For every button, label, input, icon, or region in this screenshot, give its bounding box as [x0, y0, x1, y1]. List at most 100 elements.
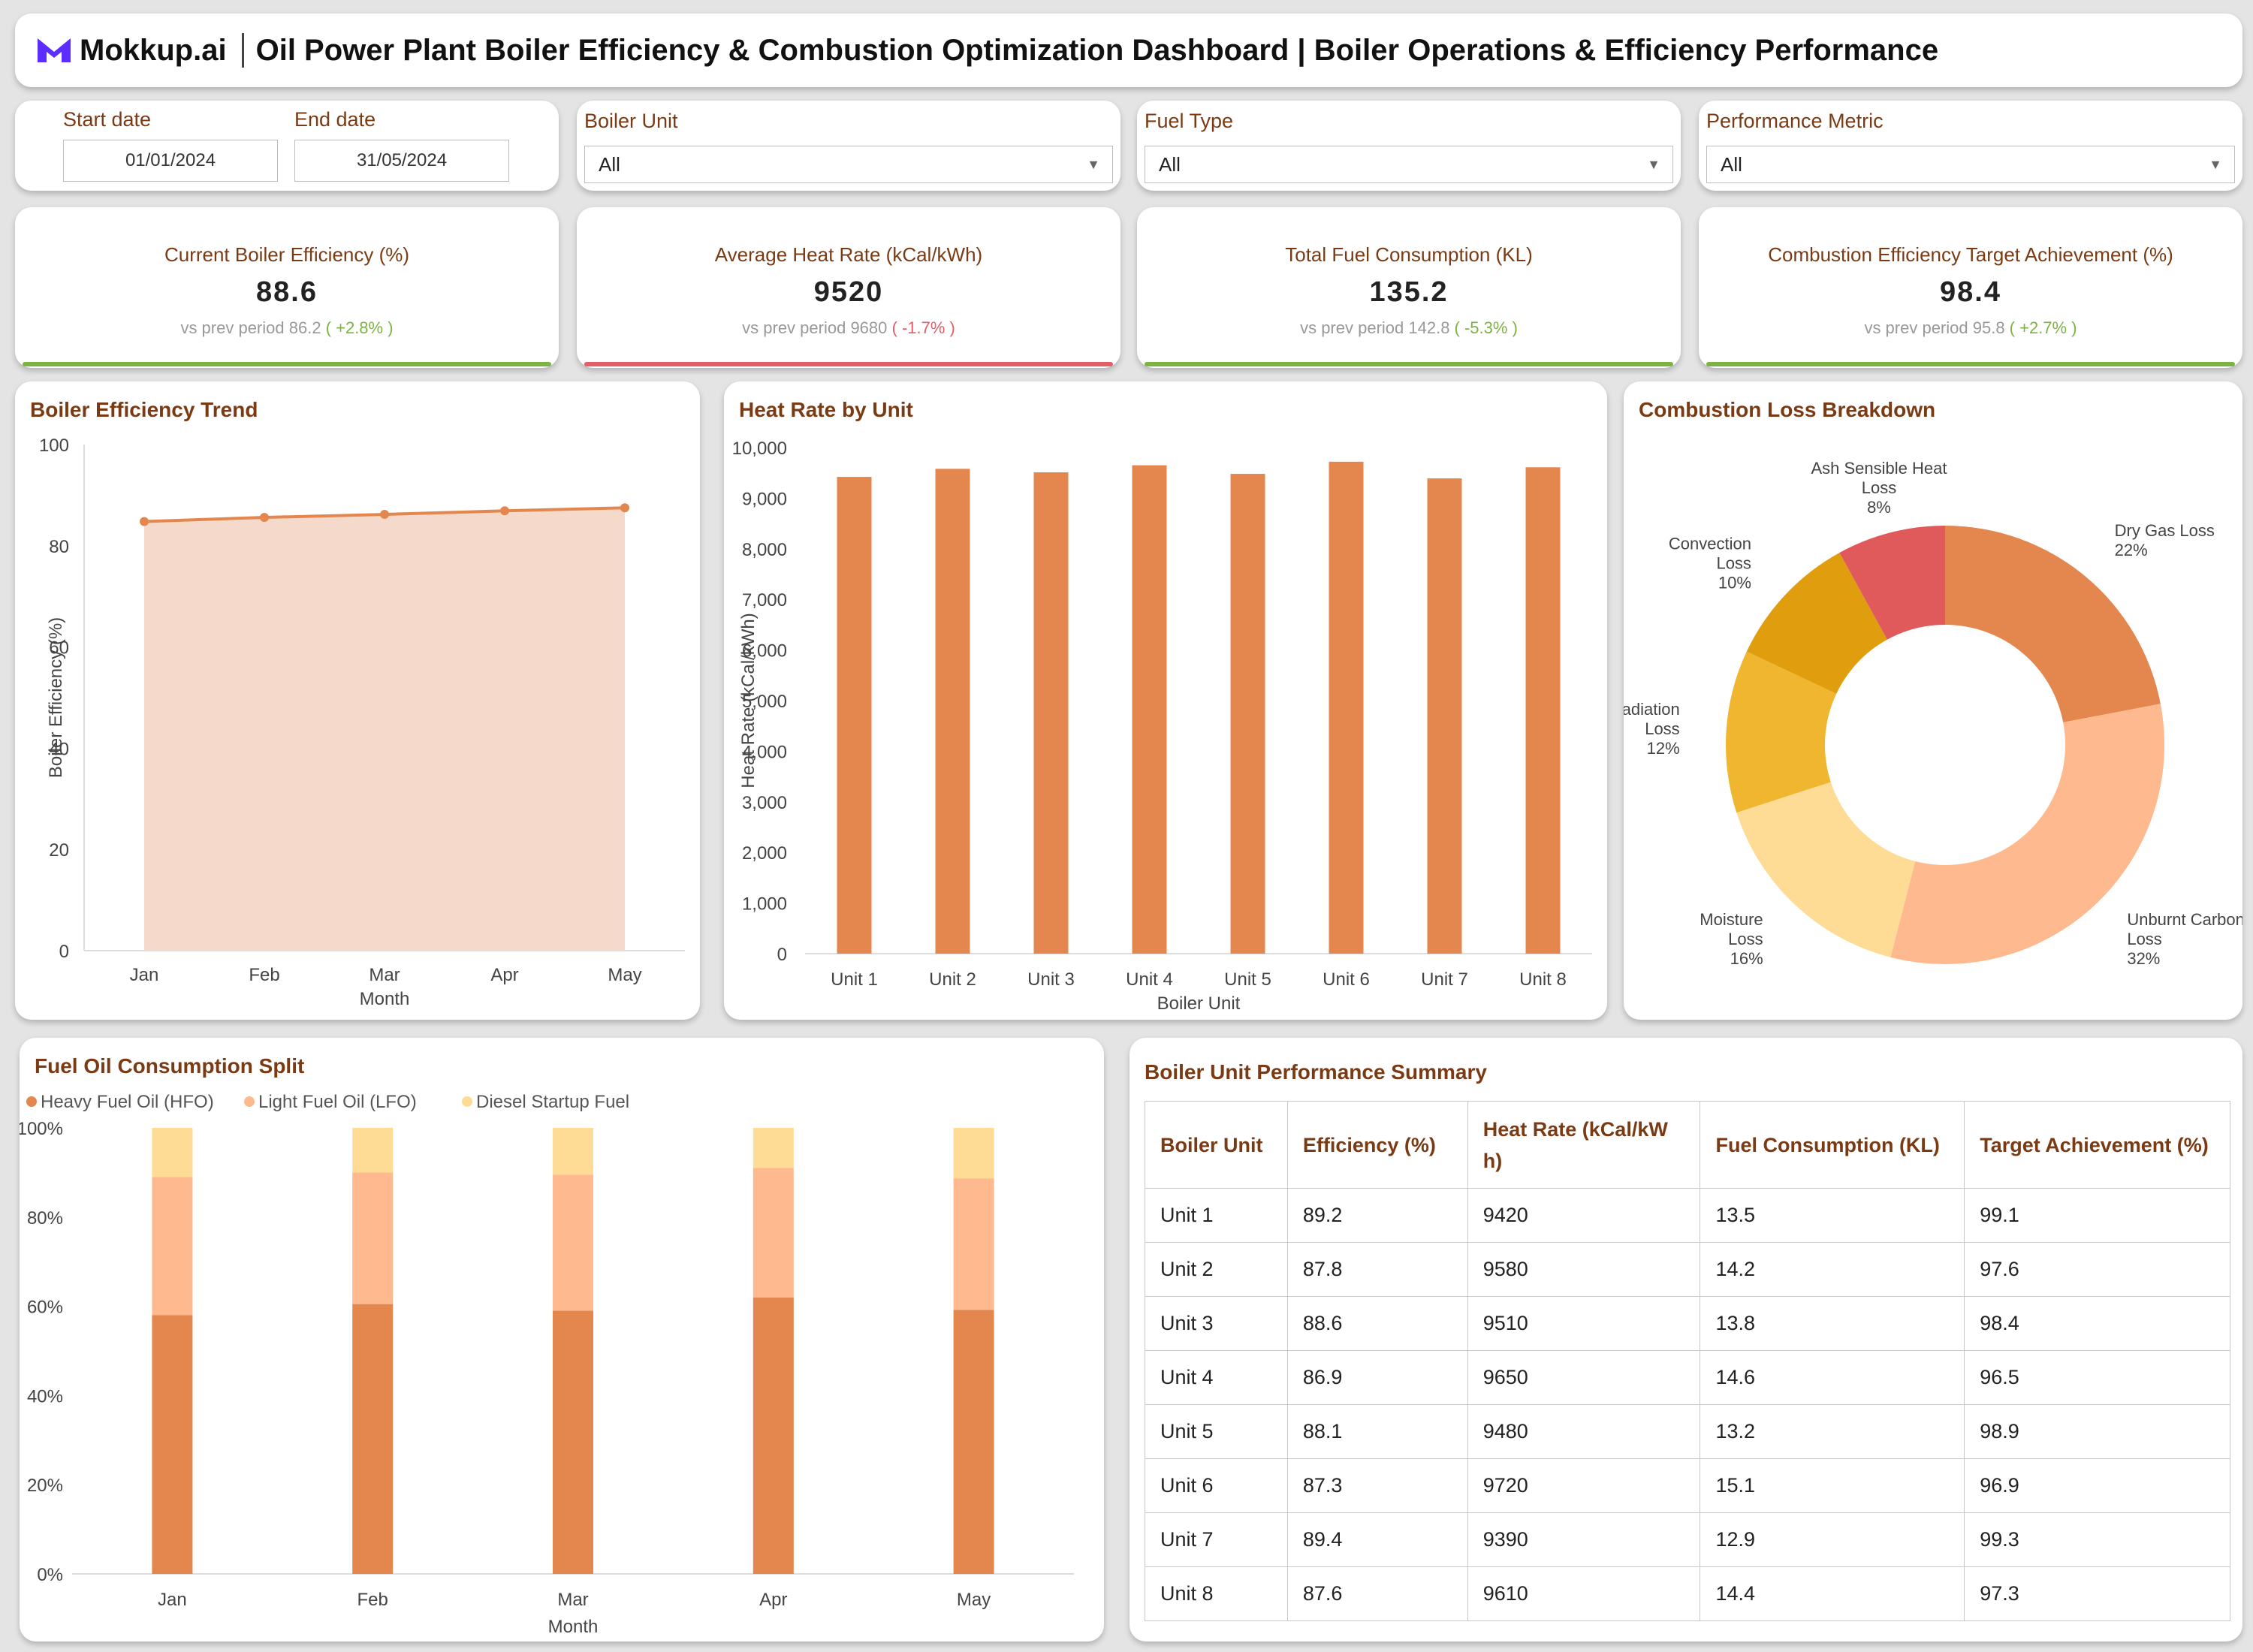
heat-rate-title: Heat Rate by Unit — [739, 398, 913, 421]
y-tick-label: 10,000 — [732, 439, 787, 459]
x-tick-label: Unit 2 — [929, 969, 976, 990]
legend-entry[interactable]: Light Fuel Oil (LFO) — [258, 1092, 417, 1112]
table-row[interactable]: Unit 8 87.6 9610 14.4 97.3 — [1145, 1566, 2230, 1621]
legend-entry[interactable]: Heavy Fuel Oil (HFO) — [41, 1092, 214, 1112]
pie-slice[interactable] — [1839, 526, 1945, 640]
stacked-bar-segment[interactable] — [352, 1304, 394, 1574]
column-header[interactable]: Fuel Consumption (KL) — [1700, 1101, 1965, 1189]
table-cell: Unit 4 — [1145, 1350, 1288, 1405]
stacked-bar-segment[interactable] — [553, 1310, 593, 1574]
table-row[interactable]: Unit 6 87.3 9720 15.1 96.9 — [1145, 1458, 2230, 1513]
kpi-title: Average Heat Rate (kCal/kWh) — [714, 243, 983, 266]
legend-swatch — [244, 1096, 255, 1107]
brand-logo[interactable]: Mokkup.ai — [36, 34, 227, 68]
y-tick-label: 5,000 — [742, 692, 787, 712]
metric-value: All — [1721, 152, 1742, 176]
bar[interactable] — [1525, 467, 1561, 954]
table-cell: 87.6 — [1286, 1566, 1468, 1621]
x-tick-label: Unit 1 — [831, 969, 878, 990]
stacked-bar-segment[interactable] — [753, 1168, 794, 1298]
stacked-bar-segment[interactable] — [753, 1128, 794, 1168]
start-date-input[interactable]: 01/01/2024 — [63, 140, 278, 182]
table-row[interactable]: Unit 7 89.4 9390 12.9 99.3 — [1145, 1512, 2230, 1567]
stacked-bar-segment[interactable] — [352, 1172, 394, 1304]
bar[interactable] — [1132, 465, 1167, 954]
table-row[interactable]: Unit 4 86.9 9650 14.6 96.5 — [1145, 1350, 2230, 1405]
bar[interactable] — [935, 469, 970, 954]
data-point[interactable] — [140, 517, 149, 526]
x-tick-label: Mar — [369, 965, 400, 985]
table-cell: 99.3 — [1964, 1512, 2230, 1567]
column-header[interactable]: Efficiency (%) — [1286, 1101, 1468, 1189]
kpi-prev-value: 95.8 — [1972, 318, 2010, 337]
data-point[interactable] — [620, 503, 629, 513]
table-cell: 98.9 — [1964, 1404, 2230, 1459]
table-cell: 9610 — [1467, 1566, 1701, 1621]
table-cell: 89.2 — [1286, 1188, 1468, 1243]
stacked-bar-segment[interactable] — [953, 1310, 994, 1574]
stacked-bar-segment[interactable] — [953, 1178, 994, 1310]
efficiency-trend-card: Boiler Efficiency Trend 0 20 40 60 80 100 Jan F… — [15, 381, 700, 1020]
column-header[interactable]: Boiler Unit — [1145, 1101, 1288, 1189]
kpi-change: ( -5.3% ) — [1454, 318, 1518, 337]
y-tick-label: 40% — [27, 1386, 63, 1406]
table-row[interactable]: Unit 2 87.8 9580 14.2 97.6 — [1145, 1242, 2230, 1297]
fuel-split-chart: Heavy Fuel Oil (HFO) Light Fuel Oil (LFO)… — [20, 1092, 1074, 1637]
end-date-input[interactable]: 31/05/2024 — [294, 140, 509, 182]
performance-summary-card: Boiler Unit Performance Summary Boiler U… — [1130, 1038, 2242, 1641]
table-cell: 14.6 — [1700, 1350, 1965, 1405]
kpi-card: Current Boiler Efficiency (%) 88.6 vs prev… — [15, 207, 559, 368]
x-tick-label: Jan — [130, 965, 159, 985]
legend: Heavy Fuel Oil (HFO) Light Fuel Oil (LFO)… — [26, 1092, 629, 1112]
bar[interactable] — [1329, 461, 1364, 954]
data-point[interactable] — [260, 513, 269, 523]
x-tick-label: Mar — [557, 1590, 588, 1610]
bar[interactable] — [837, 477, 872, 954]
pie-slice[interactable] — [1736, 782, 1916, 957]
boiler-unit-select[interactable]: All ▼ — [584, 146, 1113, 183]
metric-select[interactable]: All ▼ — [1706, 146, 2235, 183]
combustion-loss-card: Combustion Loss Breakdown Dry Gas Loss 22… — [1624, 381, 2242, 1020]
kpi-comparison: vs prev period 86.2 ( +2.8% ) — [15, 318, 559, 338]
table-cell: 87.3 — [1286, 1458, 1468, 1513]
kpi-prev-value: 9680 — [850, 318, 892, 337]
data-point[interactable] — [380, 510, 389, 520]
pie-slice[interactable] — [1746, 553, 1887, 694]
table-cell: 9390 — [1467, 1512, 1701, 1567]
y-axis-title: Heat Rate (kCal/kWh) — [738, 613, 759, 788]
fuel-type-label: Fuel Type — [1145, 110, 1234, 132]
stacked-bar-segment[interactable] — [553, 1128, 593, 1175]
stacked-bar-segment[interactable] — [352, 1128, 394, 1173]
bar[interactable] — [1230, 474, 1265, 954]
table-row[interactable]: Unit 3 88.6 9510 13.8 98.4 — [1145, 1296, 2230, 1351]
x-axis-title: Boiler Unit — [1157, 993, 1241, 1014]
table-cell: 14.4 — [1700, 1566, 1965, 1621]
table-row[interactable]: Unit 5 88.1 9480 13.2 98.9 — [1145, 1404, 2230, 1459]
stacked-bar-segment[interactable] — [753, 1297, 794, 1574]
stacked-bar-segment[interactable] — [553, 1174, 593, 1311]
bar[interactable] — [1427, 478, 1462, 954]
page-title: Oil Power Plant Boiler Efficiency & Comb… — [255, 33, 1939, 67]
stacked-bar-segment[interactable] — [152, 1128, 193, 1177]
table-row[interactable]: Unit 1 89.2 9420 13.5 99.1 — [1145, 1188, 2230, 1243]
legend-entry[interactable]: Diesel Startup Fuel — [476, 1092, 629, 1112]
data-point[interactable] — [500, 506, 509, 516]
table-cell: Unit 8 — [1145, 1566, 1288, 1621]
pie-slice[interactable] — [1945, 526, 2161, 723]
bar[interactable] — [1033, 472, 1069, 954]
stacked-bar-segment[interactable] — [953, 1128, 994, 1179]
pie-slice[interactable] — [1726, 651, 1837, 813]
x-tick-label: Unit 5 — [1224, 969, 1271, 990]
performance-summary-title: Boiler Unit Performance Summary — [1145, 1060, 1487, 1084]
boiler-unit-value: All — [599, 152, 620, 176]
stacked-bar-segment[interactable] — [152, 1177, 193, 1316]
slice-label: Moisture Loss 16% — [1700, 910, 1763, 968]
fuel-type-filter-card: Fuel Type All ▼ — [1137, 101, 1681, 191]
column-header[interactable]: Heat Rate (kCal/kW h) — [1467, 1101, 1701, 1189]
pie-slice[interactable] — [1890, 704, 2164, 964]
y-tick-label: 20% — [27, 1476, 63, 1496]
fuel-type-select[interactable]: All ▼ — [1145, 146, 1673, 183]
y-tick-label: 80 — [49, 537, 69, 557]
stacked-bar-segment[interactable] — [152, 1315, 193, 1574]
column-header[interactable]: Target Achievement (%) — [1964, 1101, 2230, 1189]
